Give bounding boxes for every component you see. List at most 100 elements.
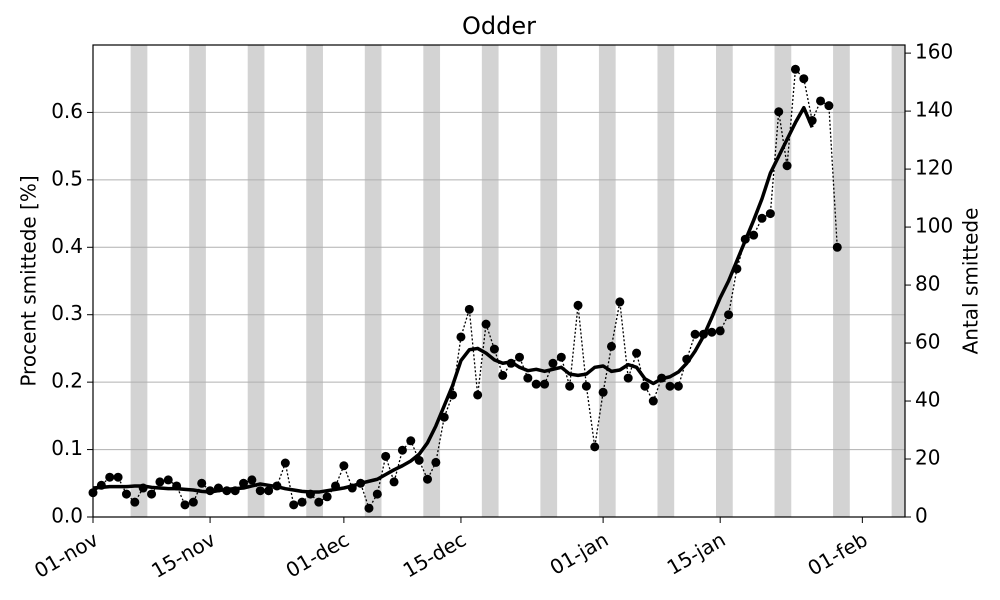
data-point [640,381,650,391]
y-tick-label: 0.2 [51,369,83,393]
y2-tick-label: 80 [915,272,940,296]
data-point [623,373,633,383]
weekend-band [833,45,850,517]
data-point [339,461,349,471]
y2-tick-label: 100 [915,214,953,238]
y-tick-label: 0.6 [51,99,83,123]
y2-axis-label: Antal smittede [959,208,983,355]
data-point [648,396,658,406]
data-point [180,500,190,510]
data-point [489,344,499,354]
data-point [113,472,123,482]
data-point [481,319,491,329]
data-point [239,478,249,488]
data-point [498,370,508,380]
data-point [724,310,734,320]
data-point [280,458,290,468]
weekend-band [657,45,675,517]
chart-title: Odder [462,12,536,40]
x-tick-label: 15-dec [399,527,470,582]
data-point [707,327,717,337]
data-point [247,475,257,485]
data-point [188,497,198,507]
y-axis-label: Procent smittede [%] [17,175,41,386]
data-point [581,381,591,391]
data-point [757,213,767,223]
y-tick-label: 0.3 [51,301,83,325]
data-point [397,445,407,455]
data-point [105,472,115,482]
y2-tick-label: 140 [915,98,953,122]
x-tick-label: 01-feb [804,527,872,580]
data-point [456,332,466,342]
plot-frame [92,44,906,518]
data-point [565,381,575,391]
data-point [531,379,541,389]
data-point [264,486,274,496]
data-point [782,161,792,171]
data-point [665,381,675,391]
data-point [431,457,441,467]
weekend-band [423,45,441,517]
data-point [749,230,759,240]
trend-line [92,105,814,494]
data-point [514,352,524,362]
data-point [523,373,533,383]
y-tick-label: 0.1 [51,436,83,460]
y-tick-label: 0.5 [51,166,83,190]
y2-tick-label: 20 [915,446,940,470]
y2-tick-label: 40 [915,388,940,412]
y2-tick-label: 0 [915,504,928,528]
data-point [389,477,399,487]
data-point [799,74,809,84]
data-point [632,348,642,358]
data-point [690,329,700,339]
data-point [155,477,165,487]
x-tick-label: 01-dec [282,527,353,582]
data-point [130,497,140,507]
data-point [673,381,683,391]
data-point [615,297,625,307]
data-point [774,107,784,117]
y2-tick-label: 160 [915,40,953,64]
data-point [197,478,207,488]
data-point [790,64,800,74]
data-point [147,489,157,499]
y-tick-label: 0.0 [51,504,83,528]
data-point [765,209,775,219]
data-point [548,358,558,368]
weekend-band [481,45,499,517]
data-point [816,96,826,106]
x-tick-label: 15-jan [663,527,730,579]
data-point [540,379,550,389]
data-point [423,474,433,484]
data-point [406,436,416,446]
data-point [297,497,307,507]
data-point [381,451,391,461]
data-point [121,489,131,499]
x-tick-label: 01-nov [30,527,102,583]
y2-tick-label: 120 [915,156,953,180]
weekend-band [891,45,905,517]
weekend-band [716,45,733,517]
x-tick-label: 15-nov [147,527,219,583]
data-point [556,352,566,362]
weekend-band [540,45,558,517]
data-point [590,442,600,452]
data-point [464,304,474,314]
weekend-band [130,45,148,517]
data-point [832,242,842,252]
data-point [606,341,616,351]
data-point [314,497,324,507]
data-point [715,326,725,336]
data-point [372,489,382,499]
data-point [598,387,608,397]
weekend-band [189,45,206,517]
x-tick-label: 01-jan [546,527,613,579]
data-point [473,390,483,400]
weekend-band [306,45,323,517]
data-point [573,300,583,310]
data-point [364,503,374,513]
y2-tick-label: 60 [915,330,940,354]
